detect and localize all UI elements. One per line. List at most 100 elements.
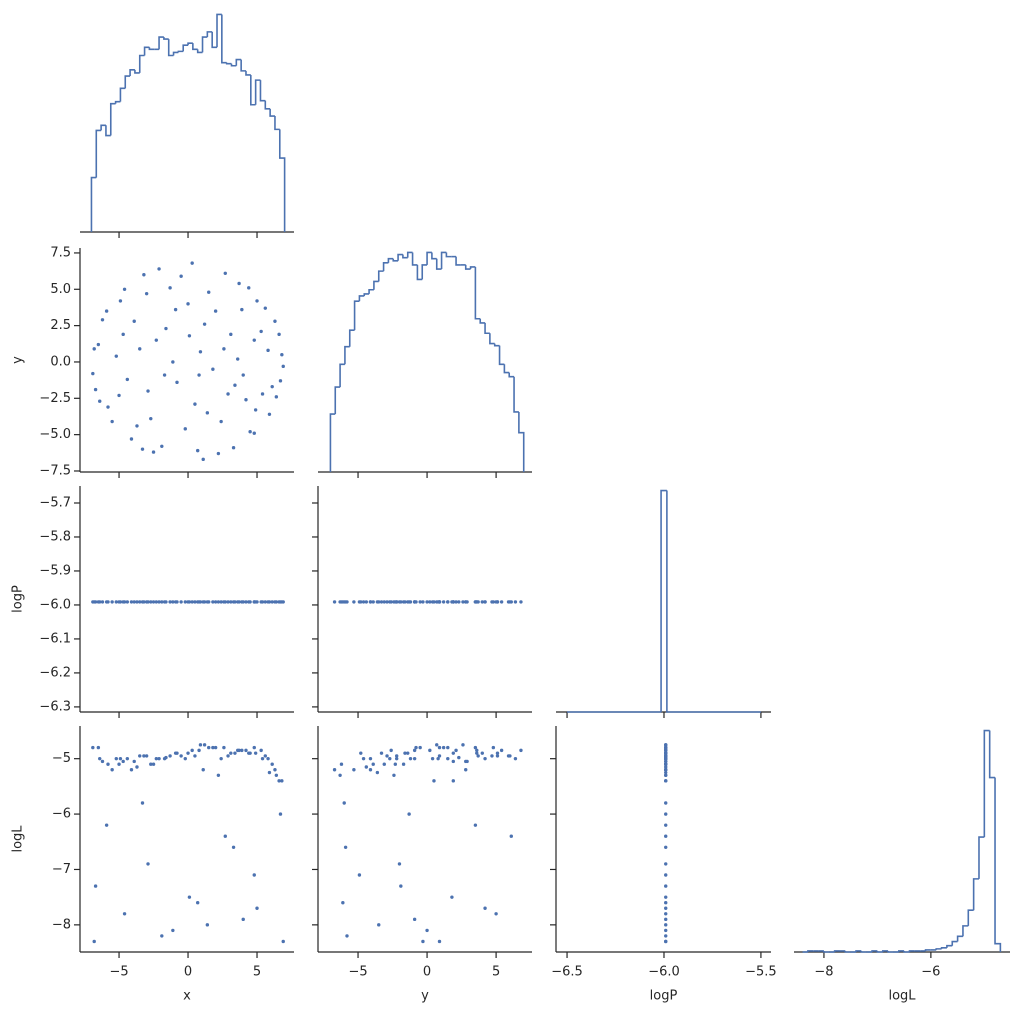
scatter-point [104,823,109,827]
scatter-point [432,779,436,783]
scatter-point [364,600,369,604]
scatter-point [352,600,356,604]
histogram-bin [240,59,246,72]
histogram-bin [855,950,862,952]
scatter-point [125,600,130,604]
y-tick-label: 2.5 [50,318,71,333]
histogram-bin [946,944,953,948]
scatter-point [92,347,96,351]
histogram-bin [881,950,889,952]
scatter-point [197,373,201,377]
scatter-point [129,437,134,441]
scatter-point [513,600,518,604]
scatter-point [132,759,136,764]
scatter-point [140,600,145,604]
histogram-bin [484,322,490,335]
scatter-point [171,600,175,604]
scatter-point [342,801,346,805]
scatter-point [140,801,145,805]
histogram-bin [508,372,515,378]
scatter-point [664,759,668,764]
histogram-bin [134,69,140,74]
histogram-bin [373,280,379,290]
scatter-point [664,801,668,805]
scatter-point [226,754,230,758]
scatter-point [252,873,256,877]
scatter-point [118,299,123,303]
scatter-point [332,768,337,772]
scatter-point [151,762,156,766]
scatter-point [255,906,259,910]
scatter-point [260,600,265,604]
scatter-point [664,845,668,850]
scatter-point [461,600,465,604]
scatter-point [193,600,197,604]
scatter-point [664,773,668,777]
scatter-point [454,748,458,753]
scatter-point [421,939,425,944]
scatter-point [394,756,399,761]
scatter-point [183,427,187,431]
x-tick-label: −6.5 [551,965,583,980]
scatter-point [223,271,227,275]
y-tick-label: −2.5 [39,391,71,406]
histogram-bin [493,343,500,347]
scatter-point [437,754,442,758]
scatter-point [664,834,668,838]
histogram-bin [503,364,510,374]
histogram-bin [211,31,218,49]
y-tick-label: −6.0 [39,597,71,612]
scatter-point [274,395,279,399]
y-tick-label: −5.0 [39,427,71,442]
scatter-point [211,600,215,604]
scatter-point [267,412,272,416]
scatter-point [253,751,258,755]
histogram-bin [216,13,222,48]
scatter-point [168,286,172,290]
scatter-point [371,600,375,604]
scatter-point [401,762,406,766]
scatter-point [236,600,240,604]
scatter-point [446,745,450,750]
scatter-point [446,600,450,604]
scatter-point [357,600,362,604]
histogram-bin [377,270,384,282]
scatter-point [117,762,121,766]
scatter-point [454,600,458,604]
scatter-point [263,306,268,310]
scatter-point [216,600,221,604]
scatter-point [222,600,226,604]
scatter-point [160,934,164,938]
histogram-bin [908,950,915,952]
histogram-bin [259,80,266,102]
histogram-bin [956,935,963,942]
scatter-point [183,600,187,604]
histogram-bin [887,950,894,953]
scatter-point [244,398,248,402]
scatter-point [664,884,668,888]
histogram-bin [435,258,442,270]
scatter-point [154,338,159,342]
x-tick-label: 0 [423,965,431,980]
histogram-bin [348,329,355,347]
scatter-point [430,600,435,604]
scatter-point [408,756,413,761]
scatter-point [132,600,136,604]
scatter-point [219,756,223,761]
scatter-point [506,754,511,758]
scatter-point [98,399,102,403]
histogram-bin [426,251,432,265]
scatter-point [483,906,487,910]
histogram-bin [201,36,208,53]
scatter-point [664,779,668,783]
scatter-point [121,759,125,764]
scatter-point [664,768,668,772]
scatter-point [110,768,114,772]
histogram-bin [278,129,286,232]
x-tick-label: −5 [109,965,128,980]
histogram-bin [221,14,227,64]
scatter-point [236,357,240,361]
scatter-point [151,600,156,604]
histogram-bin [148,47,155,51]
scatter-point [266,348,270,353]
